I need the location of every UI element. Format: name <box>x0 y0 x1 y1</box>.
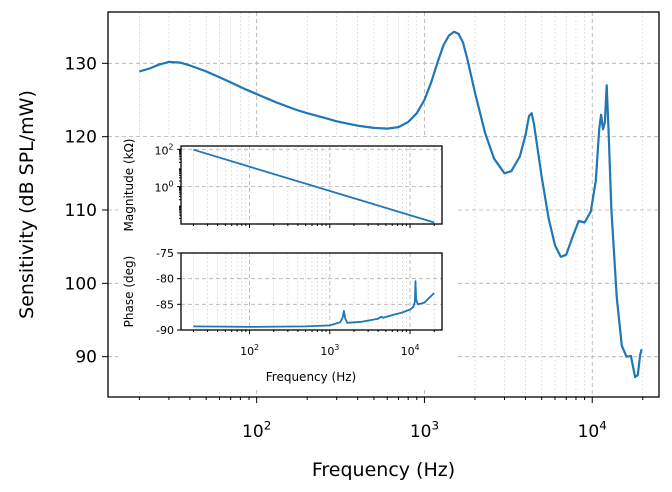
phase-x-tick-label: 104 <box>401 343 420 358</box>
phase-plot-frame <box>180 252 443 331</box>
inset-x-axis-label: Frequency (Hz) <box>266 370 357 384</box>
phase-ticks: 102 103 104 -90 -85 -80 -75 <box>156 247 435 358</box>
magnitude-y-tick-label: 102 <box>155 142 174 157</box>
magnitude-y-tick-label: 100 <box>155 180 174 195</box>
main-y-tick-label: 110 <box>65 201 97 221</box>
phase-y-tick-label: -75 <box>156 247 174 260</box>
magnitude-grid <box>181 146 442 224</box>
main-x-tick-label: 104 <box>578 418 607 442</box>
magnitude-ticks: 100 102 <box>155 142 435 228</box>
main-plot-frame <box>107 11 660 398</box>
main-x-tick-label: 103 <box>410 418 439 442</box>
magnitude-line <box>193 148 435 224</box>
main-y-tick-label: 100 <box>65 274 97 294</box>
main-x-axis-label: Frequency (Hz) <box>312 459 455 481</box>
inset-background <box>118 137 457 390</box>
main-x-tick-label: 102 <box>242 418 271 442</box>
main-y-tick-label: 120 <box>65 128 97 148</box>
phase-y-tick-label: -85 <box>156 298 174 311</box>
main-ticks: 102 103 104 90 100 110 120 130 <box>65 54 644 442</box>
phase-y-tick-label: -80 <box>156 273 174 286</box>
magnitude-y-axis-label: Magnitude (kΩ) <box>122 139 136 232</box>
phase-x-tick-label: 103 <box>320 343 339 358</box>
phase-line <box>193 280 435 328</box>
inset-phase-chart: 102 103 104 -90 -85 -80 -75 Phase (deg) Freque… <box>122 247 443 384</box>
main-y-tick-label: 130 <box>65 54 97 74</box>
phase-x-tick-label: 102 <box>240 343 259 358</box>
phase-y-tick-label: -90 <box>156 324 174 337</box>
sensitivity-line <box>139 30 643 379</box>
phase-y-axis-label: Phase (deg) <box>122 256 136 328</box>
inset-magnitude-chart: 100 102 Magnitude (kΩ) <box>122 139 443 232</box>
main-y-tick-label: 90 <box>75 348 97 368</box>
magnitude-plot-frame <box>180 145 443 225</box>
main-y-axis-label: Sensitivity (dB SPL/mW) <box>16 90 38 319</box>
